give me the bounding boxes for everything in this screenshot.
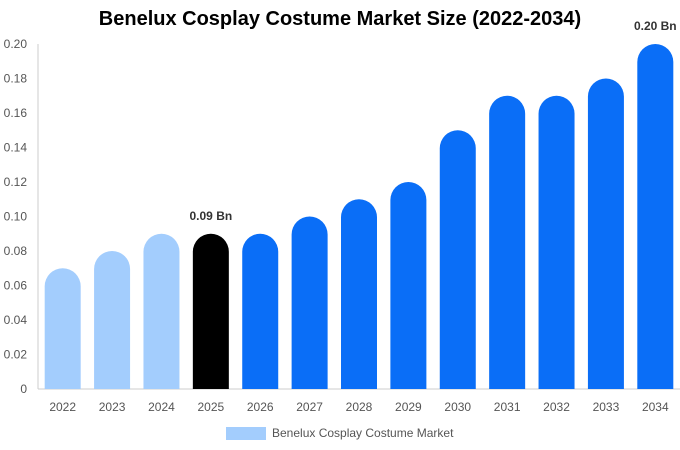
y-tick-label: 0.20 xyxy=(4,37,28,51)
bar-2027 xyxy=(291,216,328,389)
y-tick-label: 0.12 xyxy=(4,175,28,189)
bar-2030 xyxy=(439,130,476,390)
bar-2034 xyxy=(637,44,674,389)
bar-2033 xyxy=(587,78,624,389)
x-tick-label: 2034 xyxy=(642,400,669,414)
data-label-2025: 0.09 Bn xyxy=(190,209,233,223)
bars-group xyxy=(44,44,674,390)
y-axis: 0 0.02 0.04 0.06 0.08 0.10 0.12 0.14 0.16 0.18 0.2… xyxy=(4,37,39,396)
chart-title: Benelux Cosplay Costume Market Size (202… xyxy=(98,8,582,30)
bar-2025 xyxy=(192,233,229,389)
y-tick-label: 0.14 xyxy=(4,141,28,155)
x-tick-label: 2022 xyxy=(49,400,76,414)
x-axis: 2022 2023 2024 2025 2026 2027 2028 2029 2030 2031… xyxy=(38,388,680,414)
bar-2029 xyxy=(390,182,427,389)
x-tick-label: 2024 xyxy=(148,400,175,414)
x-tick-label: 2030 xyxy=(444,400,471,414)
y-tick-label: 0.06 xyxy=(4,279,28,293)
y-tick-label: 0.10 xyxy=(4,210,28,224)
bar-2026 xyxy=(242,233,279,389)
y-tick-label: 0.04 xyxy=(4,313,28,327)
legend-label: Benelux Cosplay Costume Market xyxy=(272,426,454,440)
bar-2022 xyxy=(44,268,81,389)
bar-2032 xyxy=(538,95,575,389)
x-tick-label: 2025 xyxy=(197,400,224,414)
y-tick-label: 0.16 xyxy=(4,106,28,120)
x-tick-label: 2023 xyxy=(99,400,126,414)
x-tick-label: 2027 xyxy=(296,400,323,414)
x-tick-label: 2032 xyxy=(543,400,570,414)
x-tick-label: 2028 xyxy=(346,400,373,414)
y-tick-label: 0 xyxy=(20,382,27,396)
x-tick-label: 2026 xyxy=(247,400,274,414)
x-tick-label: 2033 xyxy=(593,400,620,414)
bar-2023 xyxy=(94,251,131,389)
legend-swatch xyxy=(226,426,266,440)
bar-2028 xyxy=(341,199,377,389)
y-tick-label: 0.08 xyxy=(4,244,28,258)
y-tick-label: 0.02 xyxy=(4,348,28,362)
bar-2031 xyxy=(489,95,526,389)
legend: Benelux Cosplay Costume Market xyxy=(226,426,453,440)
data-labels-group: 0.09 Bn 0.20 Bn xyxy=(190,19,677,223)
data-label-2034: 0.20 Bn xyxy=(634,19,677,33)
y-tick-label: 0.18 xyxy=(4,72,28,86)
bar-2024 xyxy=(143,233,180,389)
x-tick-label: 2029 xyxy=(395,400,422,414)
x-tick-label: 2031 xyxy=(494,400,521,414)
